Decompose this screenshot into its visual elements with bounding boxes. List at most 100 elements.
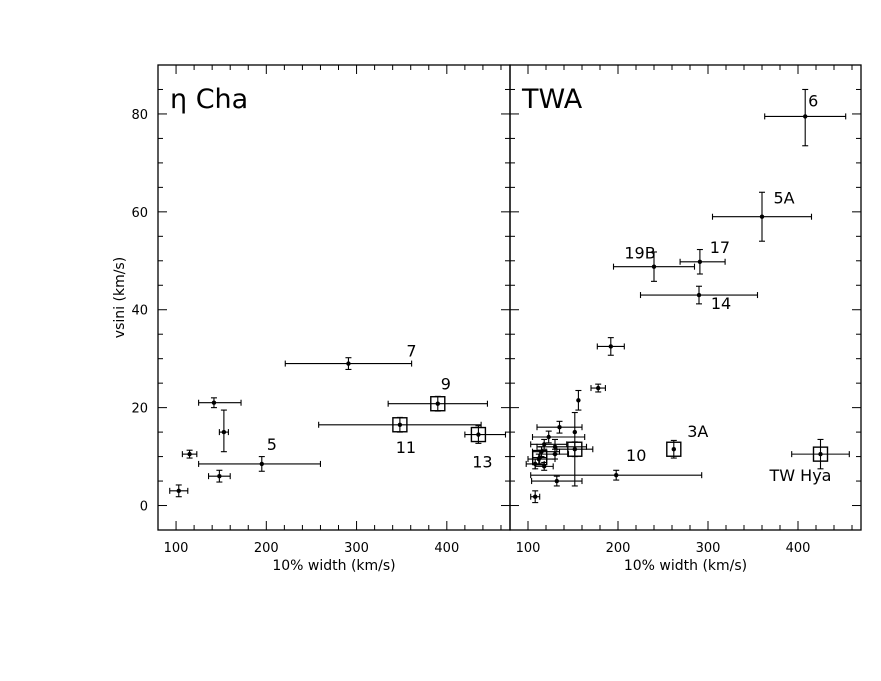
point-label: 6 <box>808 91 818 110</box>
point-label: 5 <box>267 435 277 454</box>
point-marker <box>546 434 551 440</box>
point-marker <box>576 398 581 403</box>
point-marker <box>533 494 538 499</box>
point-label: 13 <box>472 453 492 472</box>
square-marker <box>392 417 408 433</box>
data-point: 7 <box>284 342 417 371</box>
point-label: 10 <box>626 446 646 465</box>
point-label: 7 <box>406 342 416 361</box>
data-point <box>531 430 586 444</box>
point-marker <box>217 473 222 479</box>
point-marker <box>596 385 601 391</box>
point-label: 11 <box>396 438 416 457</box>
point-marker <box>542 442 547 447</box>
point-marker <box>572 429 577 435</box>
point-marker <box>259 461 264 467</box>
point-label: 9 <box>441 375 451 394</box>
y-tick-label: 80 <box>131 108 148 123</box>
data-point: 19B <box>612 244 696 282</box>
panel-title: TWA <box>521 84 583 115</box>
data-point <box>531 449 548 466</box>
y-axis-label: vsini (km/s) <box>112 257 128 338</box>
point-marker <box>608 344 613 349</box>
data-point: 5A <box>711 189 813 242</box>
data-point <box>596 337 625 356</box>
point-marker <box>435 401 440 406</box>
data-point: TW Hya <box>769 438 850 485</box>
point-marker <box>696 292 702 298</box>
point-marker <box>537 455 542 460</box>
point-marker <box>614 472 619 478</box>
data-point <box>531 475 583 487</box>
data-point <box>534 461 554 471</box>
point-label: 17 <box>710 238 730 257</box>
point-marker <box>397 422 403 427</box>
point-marker <box>346 361 351 366</box>
square-marker <box>812 446 829 462</box>
point-marker <box>221 429 227 435</box>
panel-eta-cha: 100 200 300 400 0 20 40 60 80 10% width (km/s) vsi… <box>112 64 511 574</box>
x-tick-label: 400 <box>786 541 811 556</box>
x-tick-label: 300 <box>344 541 369 556</box>
point-label: 5A <box>773 189 794 208</box>
x-tick-label: 200 <box>254 541 279 556</box>
point-marker <box>552 451 558 457</box>
data-point: 17 <box>679 238 730 275</box>
x-tick-label: 100 <box>164 541 189 556</box>
data-point <box>575 389 582 411</box>
x-axis-label: 10% width (km/s) <box>272 558 395 574</box>
data-point: 14 <box>639 285 759 313</box>
point-marker <box>651 264 657 269</box>
point-marker <box>476 432 481 437</box>
point-label: 3A <box>687 422 708 441</box>
point-marker <box>759 214 765 219</box>
panel-twa: 100 200 300 400 10% width (km/s) TWA 6 5A 17 19B 1… <box>509 64 862 574</box>
data-point <box>181 449 198 459</box>
x-tick-label: 400 <box>434 541 459 556</box>
x-tick-label: 200 <box>606 541 631 556</box>
square-marker <box>470 426 487 443</box>
data-point <box>218 409 229 453</box>
point-marker <box>211 400 217 405</box>
data-point <box>169 484 189 498</box>
data-point: 3A <box>666 422 708 459</box>
point-marker <box>697 259 703 264</box>
data-point: 6 <box>764 88 847 147</box>
point-marker <box>554 478 559 484</box>
point-label: 19B <box>624 244 655 263</box>
data-point <box>590 383 606 393</box>
plot-frame <box>157 64 511 531</box>
x-tick-label: 100 <box>516 541 541 556</box>
point-marker <box>818 451 823 457</box>
data-point: 10 <box>530 446 703 481</box>
point-marker <box>671 447 676 452</box>
plot-frame <box>509 64 862 531</box>
data-point: 13 <box>464 425 507 472</box>
point-marker <box>572 447 577 452</box>
y-tick-label: 0 <box>140 500 148 515</box>
data-point <box>530 490 541 504</box>
data-point: 5 <box>198 435 322 472</box>
y-tick-label: 60 <box>131 206 148 221</box>
panel-title: η Cha <box>170 84 248 115</box>
x-axis-label: 10% width (km/s) <box>624 558 747 574</box>
point-marker <box>176 488 181 494</box>
square-marker <box>567 441 583 457</box>
data-point: 9 <box>387 375 488 412</box>
point-marker <box>187 451 192 457</box>
x-tick-label: 300 <box>696 541 721 556</box>
data-point <box>198 397 242 409</box>
data-point <box>536 420 583 434</box>
square-marker <box>430 396 446 412</box>
point-label: 14 <box>711 294 731 313</box>
y-tick-label: 20 <box>131 402 148 417</box>
data-point <box>207 469 231 483</box>
data-point <box>556 441 594 458</box>
y-tick-label: 40 <box>131 304 148 319</box>
point-marker <box>557 425 562 430</box>
point-label: TW Hya <box>769 466 832 485</box>
square-marker <box>666 441 682 457</box>
point-marker <box>552 444 558 449</box>
point-marker <box>803 114 808 119</box>
